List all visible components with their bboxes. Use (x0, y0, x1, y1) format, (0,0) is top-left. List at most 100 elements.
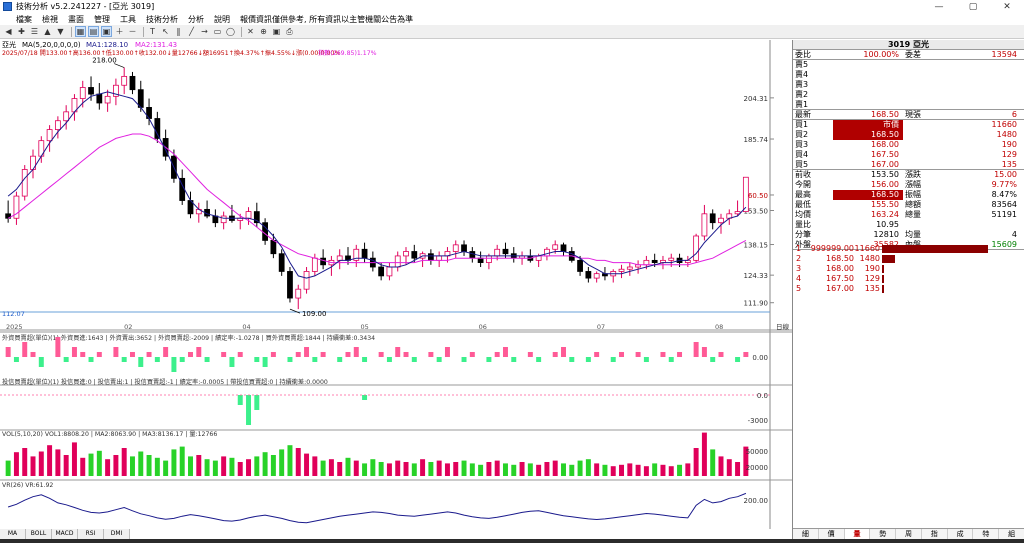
arrow-icon[interactable]: → (201, 27, 208, 36)
bar-icon[interactable]: ‖ (176, 27, 181, 36)
volume-bar (146, 455, 152, 476)
candle-body (544, 248, 550, 257)
indicator-tab-boll[interactable]: BOLL (26, 529, 52, 539)
cursor-icon[interactable]: ↖ (162, 27, 169, 36)
volume-bar (561, 463, 566, 476)
down-icon[interactable]: ▼ (57, 27, 64, 36)
indicator-tab-ma[interactable]: MA (0, 529, 26, 539)
menu-help[interactable]: 說明 (214, 14, 230, 24)
volume-bar (287, 445, 293, 476)
back-icon[interactable]: ◀ (5, 27, 12, 36)
ladder-bar (882, 255, 896, 263)
add-icon[interactable]: ✚ (18, 27, 25, 36)
text-icon[interactable]: T (150, 27, 155, 36)
ladder-bar (882, 275, 884, 283)
zoom-out-icon[interactable]: － (128, 27, 137, 36)
candle-body (46, 129, 53, 142)
candle-body (295, 288, 302, 299)
panel-tab[interactable]: 細 (793, 529, 819, 539)
rect-icon[interactable]: ▭ (213, 27, 222, 36)
quote-cell: 內盤 (903, 240, 943, 249)
volume-bar (362, 463, 368, 476)
volume-bar (353, 460, 359, 476)
candle-body (411, 251, 418, 259)
quote-cell: 10.95 (876, 220, 899, 229)
candle-body (502, 248, 509, 255)
delete-icon[interactable]: ✕ (247, 27, 254, 36)
panel-tab[interactable]: 組 (999, 529, 1024, 539)
volume-bar (718, 456, 724, 476)
candle-body (212, 215, 219, 224)
candle-body (303, 271, 310, 290)
ladder-bar (882, 285, 884, 293)
layout-icon[interactable]: ▣ (101, 26, 112, 37)
panel-tab[interactable]: 周 (896, 529, 922, 539)
close-button[interactable]: ✕ (1003, 1, 1011, 12)
chart-area[interactable]: 亞光 MA(5,20,0,0,0,0) MA1:128.10 MA2:131.4320… (0, 40, 792, 529)
volume-bar (262, 452, 268, 476)
line-icon[interactable]: ╱ (189, 27, 194, 36)
menu-analysis[interactable]: 分析 (188, 14, 204, 24)
ellipse-icon[interactable]: ◯ (226, 27, 235, 36)
menu-technical[interactable]: 技術分析 (146, 14, 178, 24)
maximize-button[interactable]: ▢ (968, 1, 978, 12)
zoom-in-icon[interactable]: ＋ (115, 27, 124, 36)
menu-view[interactable]: 檢視 (42, 14, 58, 24)
indicator-tab-rsi[interactable]: RSI (78, 529, 104, 539)
menu-screen[interactable]: 畫面 (68, 14, 84, 24)
quote-cell (833, 80, 903, 90)
up-icon[interactable]: ▲ (44, 27, 51, 36)
volume-bar (643, 466, 649, 476)
volume-bar (279, 449, 285, 476)
menu-tools[interactable]: 工具 (120, 14, 136, 24)
volume-bar (30, 456, 36, 476)
panel-tab[interactable]: 價 (818, 529, 845, 539)
minimize-button[interactable]: — (934, 1, 944, 12)
panel-tab[interactable]: 量 (844, 529, 871, 539)
quote-row: 最低 155.50 總額 83564 (793, 200, 1024, 210)
period-icon[interactable]: ▦ (75, 26, 86, 37)
panel-tab[interactable]: 指 (921, 529, 948, 539)
quote-cell: 168.50 (833, 130, 903, 140)
cross-icon[interactable]: ⊕ (260, 27, 267, 36)
foreign-bar (138, 357, 144, 367)
panel-tab[interactable]: 成 (947, 529, 974, 539)
ladder-quantity: 1480 (859, 254, 880, 263)
quote-row: 最高 168.50 振幅 8.47% (793, 190, 1024, 200)
volume-bar (436, 460, 442, 476)
candle-body (13, 195, 20, 219)
grid-icon[interactable]: ▤ (88, 26, 99, 37)
volume-bar (652, 463, 658, 476)
foreign-bar (295, 352, 301, 357)
quote-cell (903, 60, 943, 70)
panel-tab[interactable]: 勢 (870, 529, 897, 539)
menu-manage[interactable]: 管理 (94, 14, 110, 24)
volume-bar (212, 460, 218, 476)
month-label: 02 (124, 323, 132, 331)
menu-file[interactable]: 檔案 (16, 14, 32, 24)
indicator-tab-macd[interactable]: MACD (52, 529, 78, 539)
panel-tab[interactable]: 特 (973, 529, 1000, 539)
indicator-tab-dmi[interactable]: DMI (104, 529, 130, 539)
foreign-bar (378, 352, 384, 357)
volume-bar (453, 462, 459, 476)
foreign-bar (552, 352, 558, 357)
quote-cell: 35582 (833, 240, 903, 249)
volume-bar (80, 457, 86, 476)
volume-bar (428, 462, 434, 476)
candle-body (270, 240, 277, 255)
candle-body (668, 257, 675, 261)
quote-cell: 分筆 (795, 230, 811, 239)
print-icon[interactable]: ⎙ (286, 26, 293, 36)
list-icon[interactable]: ☰ (30, 27, 39, 36)
period-label: 日線 (776, 322, 790, 331)
quote-cell: 賣5 (795, 60, 809, 69)
ladder-level: 5 (796, 284, 802, 293)
candle-body (361, 248, 368, 259)
quote-cell: 135 (1001, 160, 1017, 169)
volume-bar (121, 448, 127, 476)
save-icon[interactable]: ▣ (272, 27, 281, 36)
quote-row: 均價 163.24 總量 51191 (793, 210, 1024, 220)
foreign-bar (610, 357, 616, 362)
volume-bar (47, 445, 53, 476)
